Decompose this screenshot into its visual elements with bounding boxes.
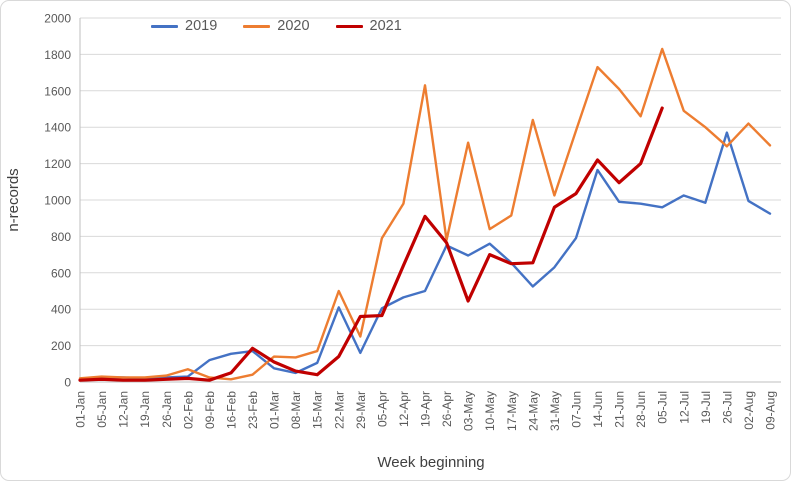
legend-line-swatch [335,24,363,28]
y-tick-label: 2000 [44,12,71,26]
legend-label: 2019 [185,18,218,34]
y-axis-title: n-records [5,168,22,231]
x-tick-label: 05-Jan [95,391,109,428]
x-tick-label: 09-Aug [764,391,778,430]
x-tick-label: 19-Apr [419,391,433,427]
x-tick-label: 02-Feb [181,391,195,429]
series-lines [78,47,772,382]
x-tick-label: 19-Jul [699,391,713,424]
x-tick-label: 31-May [548,391,562,431]
legend: 2019 2020 2021 [151,19,402,34]
series-line-2020 [78,47,772,381]
gridlines [80,17,781,347]
y-tick-label: 1800 [44,48,71,62]
x-tick-label: 12-Jul [677,391,691,424]
x-tick-label: 26-Jan [160,391,174,428]
legend-label: 2021 [369,18,402,34]
y-tick-label: 1000 [44,194,71,208]
x-tick-label: 29-Mar [354,391,368,429]
legend-item-2021: 2021 [335,18,402,34]
y-tick-label: 1400 [44,121,71,135]
x-tick-label: 01-Mar [268,391,282,429]
axes [79,18,781,383]
x-tick-label: 12-Jan [117,391,131,428]
y-tick-labels: 0 200 400 600 800 1000 1200 1400 1600 1800 2000 [44,12,71,390]
x-tick-label: 17-May [505,391,519,431]
x-tick-label: 26-Jul [720,391,734,424]
x-tick-label: 05-Jul [656,391,670,424]
y-tick-label: 0 [64,376,71,390]
y-tick-label: 800 [51,230,71,244]
y-tick-label: 200 [51,339,71,353]
x-tick-label: 16-Feb [224,391,238,429]
y-tick-label: 1200 [44,157,71,171]
y-tick-label: 400 [51,303,71,317]
legend-line-swatch [243,24,271,28]
legend-line-swatch [151,24,178,28]
x-tick-label: 14-Jun [591,391,605,428]
x-tick-label: 26-Apr [440,391,454,427]
x-tick-label: 24-May [526,391,540,431]
x-tick-label: 19-Jan [138,391,152,428]
x-tick-label: 02-Aug [742,391,756,430]
x-tick-label: 15-Mar [311,391,325,429]
x-tick-label: 22-Mar [332,391,346,429]
x-tick-label: 07-Jun [569,391,583,428]
legend-item-2019: 2019 [151,19,217,34]
legend-item-2020: 2020 [243,18,310,34]
x-tick-label: 05-Apr [375,391,389,427]
x-tick-label: 21-Jun [613,391,627,428]
x-axis-title: Week beginning [377,454,484,471]
x-tick-labels: 01-Jan 05-Jan 12-Jan 19-Jan 26-Jan 02-Feb 09-F… [74,391,778,431]
x-tick-label: 12-Apr [397,391,411,427]
x-tick-label: 09-Feb [203,391,217,429]
x-tick-label: 03-May [462,391,476,431]
x-tick-label: 08-Mar [289,391,303,429]
y-tick-label: 600 [51,266,71,280]
series-line-2019 [78,131,772,381]
x-tick-label: 10-May [483,391,497,431]
series-line-2021 [78,106,664,382]
x-tick-label: 01-Jan [74,391,88,428]
x-tick-label: 23-Feb [246,391,260,429]
y-tick-label: 1600 [44,84,71,98]
legend-label: 2020 [277,18,310,34]
x-tick-label: 28-Jun [634,391,648,428]
